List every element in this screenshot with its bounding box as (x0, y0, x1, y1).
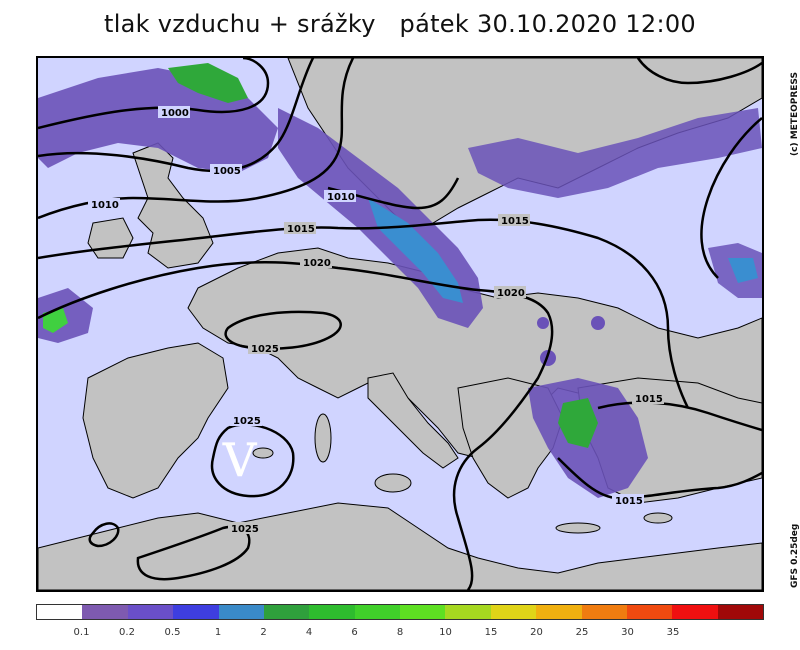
legend-tick-label: 0.5 (164, 627, 181, 638)
isobar-1025-upper (224, 310, 342, 350)
precip-cell-ionian (591, 316, 605, 330)
precip-band-northeast (468, 108, 762, 198)
precip-core-east (728, 258, 758, 283)
balearic-islands (252, 447, 274, 459)
isobar-1000 (38, 58, 270, 130)
isobar-label-1025-lower: 1025 (233, 416, 261, 427)
legend-tick-label: 1 (214, 627, 222, 638)
isobar-1015-southeast (557, 457, 762, 500)
legend-tick-label: 6 (351, 627, 358, 638)
isobar-east-high (700, 117, 762, 279)
italy (367, 372, 459, 469)
isobar-label-1010-west: 1010 (91, 200, 119, 211)
legend-swatch (672, 605, 718, 619)
isobar-label-1020-west: 1020 (303, 258, 331, 269)
precipitation-legend (36, 604, 764, 620)
copyright-credit: (c) METEOPRESS (771, 56, 800, 156)
precip-core-greece (558, 398, 598, 448)
copyright-text: (c) METEOPRESS (790, 72, 800, 156)
great-britain (132, 142, 214, 269)
isobar-label-1010-central: 1010 (327, 192, 355, 203)
legend-swatch (400, 605, 446, 619)
map-canvas: 1000 1005 1010 1010 1015 1015 1020 1020 … (38, 58, 762, 590)
isobar-south-small (88, 522, 120, 548)
model-info: GFS 0.25deg (771, 508, 800, 588)
legend-tick-label: 0.2 (119, 627, 135, 638)
isobar-label-1020-east: 1020 (497, 288, 525, 299)
isobar-label-1025-upper: 1025 (251, 344, 279, 355)
isobar-1025-lower (210, 423, 295, 498)
precip-core-central-europe (368, 198, 463, 303)
legend-swatch (536, 605, 582, 619)
isobar-label-1015-west: 1015 (287, 224, 315, 235)
crete (555, 522, 601, 534)
sicily (374, 473, 412, 493)
legend-tick-label: 30 (621, 627, 634, 638)
isobar-labels: 1000 1005 1010 1010 1015 1015 1020 1020 … (88, 106, 664, 535)
legend-tick-label: 4 (305, 627, 313, 638)
legend-tick-label: 20 (530, 627, 543, 638)
isobar-label-1025-south: 1025 (231, 524, 259, 535)
legend-swatch (82, 605, 128, 619)
legend-swatch (263, 605, 310, 619)
weather-map: 1000 1005 1010 1010 1015 1015 1020 1020 … (36, 56, 764, 592)
precipitation-overlay (38, 63, 762, 498)
precip-core-north-atlantic (168, 63, 248, 103)
cyprus (643, 512, 673, 524)
legend-swatch (127, 605, 174, 619)
legend-tick-label: 2 (260, 627, 267, 638)
isobar-label-1000: 1000 (161, 108, 189, 119)
isobar-label-1015-turkey: 1015 (635, 394, 663, 405)
model-text: GFS 0.25deg (790, 523, 800, 588)
legend-tick-label: 8 (396, 627, 404, 638)
legend-ticks: 0.1 0.2 0.5 1 2 4 6 8 10 15 20 25 30 35 (36, 627, 764, 641)
isobar-1015-east (597, 401, 762, 432)
isobar-1010-central (327, 177, 460, 210)
legend-swatch (218, 605, 264, 619)
ireland (87, 217, 134, 259)
iberian-peninsula (82, 342, 229, 499)
legend-swatch (445, 605, 491, 619)
isobar-label-1005: 1005 (213, 166, 241, 177)
isobar-label-1015-aegean: 1015 (615, 496, 643, 507)
legend-tick-label: 0.1 (73, 627, 90, 638)
precip-core-west (43, 308, 68, 333)
isobar-1015-main (38, 218, 690, 409)
isobar-1025-south (136, 525, 251, 581)
isobar-label-1015-east: 1015 (501, 216, 529, 227)
isobar-1020 (38, 260, 554, 590)
legend-tick-label: 15 (484, 627, 498, 638)
isobar-northeast-ring (636, 58, 762, 85)
high-pressure-marker: V (222, 433, 257, 487)
legend-swatch (37, 605, 83, 619)
legend-tick-label: 10 (439, 627, 452, 638)
legend-tick-label: 25 (575, 627, 589, 638)
legend-swatch (173, 605, 219, 619)
legend-swatch (581, 605, 627, 619)
corsica-sardinia (314, 413, 332, 463)
legend-swatch (309, 605, 355, 619)
map-title: tlak vzduchu + srážky pátek 30.10.2020 1… (103, 10, 696, 38)
legend-swatch (717, 605, 763, 619)
legend-tick-label: 35 (666, 627, 680, 638)
precip-cell-aegean (537, 317, 549, 329)
legend-swatch (626, 605, 673, 619)
legend-swatch (354, 605, 400, 619)
isobars (38, 58, 762, 590)
legend-swatch (490, 605, 537, 619)
